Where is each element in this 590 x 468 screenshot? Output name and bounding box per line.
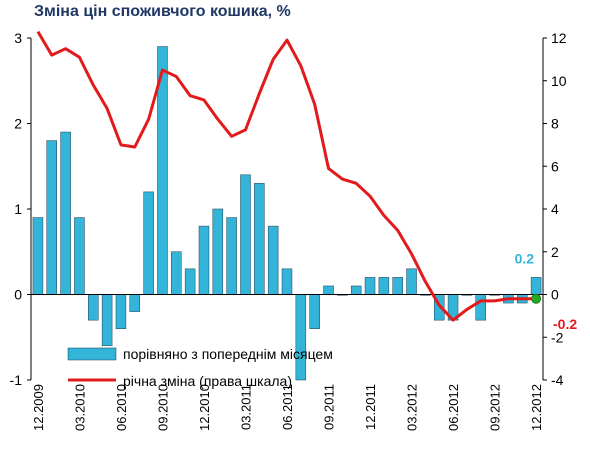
x-tick-label: 12.2012 xyxy=(529,384,544,431)
bar xyxy=(475,294,486,321)
x-axis-ticks: 12.2009 03.2010 06.2010 09.2010 12.2010 03.20… xyxy=(31,384,544,431)
x-tick-label: 03.2011 xyxy=(238,384,253,430)
bar xyxy=(267,225,279,295)
annotation-line-value: -0.2 xyxy=(553,316,577,332)
end-point-marker xyxy=(531,293,542,304)
bar xyxy=(281,268,293,295)
right-tick-label: -2 xyxy=(551,329,564,345)
bar xyxy=(378,277,390,295)
left-tick-label: 1 xyxy=(14,201,22,217)
left-axis-ticks: -1 0 1 2 3 xyxy=(10,30,31,388)
bar xyxy=(406,268,417,295)
x-tick-label: 09.2012 xyxy=(488,384,503,431)
bar xyxy=(240,174,251,295)
bar xyxy=(143,191,154,295)
bar xyxy=(88,294,99,321)
annotations: 0.2 -0.2 xyxy=(515,250,578,331)
bar xyxy=(295,294,307,381)
bar xyxy=(254,183,265,295)
right-tick-label: 12 xyxy=(551,30,567,46)
bar xyxy=(101,294,113,347)
bar xyxy=(323,285,334,295)
bar xyxy=(212,208,224,295)
bar xyxy=(115,294,127,329)
right-tick-label: 6 xyxy=(551,158,559,174)
bar xyxy=(350,285,362,295)
bar xyxy=(364,277,376,295)
bar xyxy=(74,217,85,295)
right-tick-label: -4 xyxy=(551,372,564,388)
bar xyxy=(198,225,210,295)
x-tick-label: 09.2010 xyxy=(155,384,170,431)
x-tick-label: 06.2010 xyxy=(114,384,129,431)
legend-label-bar: порівняно з попереднім місяцем xyxy=(123,346,333,362)
left-tick-label: 2 xyxy=(14,116,22,132)
bar xyxy=(226,217,237,295)
bar xyxy=(46,140,57,295)
x-tick-label: 12.2009 xyxy=(31,384,46,431)
legend: порівняно з попереднім місяцем річна змін… xyxy=(67,346,333,389)
annual-change-line xyxy=(36,30,537,322)
x-tick-label: 03.2010 xyxy=(72,384,87,431)
x-tick-label: 09.2011 xyxy=(322,384,337,430)
right-tick-label: 8 xyxy=(551,116,559,132)
bar xyxy=(309,294,320,329)
legend-swatch-bar xyxy=(67,347,117,361)
x-tick-label: 12.2010 xyxy=(197,384,212,431)
x-tick-label: 03.2012 xyxy=(405,384,420,431)
bar xyxy=(129,294,141,312)
bar xyxy=(530,277,542,295)
bar xyxy=(32,217,44,295)
left-tick-label: -1 xyxy=(10,372,23,388)
x-tick-label: 06.2011 xyxy=(280,384,295,430)
line-series xyxy=(36,30,542,322)
right-tick-label: 2 xyxy=(551,244,559,260)
annotation-bar-value: 0.2 xyxy=(515,250,535,266)
bar xyxy=(60,131,71,295)
right-axis-ticks: -4 -2 0 2 4 6 8 10 12 xyxy=(543,30,567,388)
left-tick-label: 0 xyxy=(14,287,22,303)
right-tick-label: 4 xyxy=(551,201,559,217)
right-tick-label: 0 xyxy=(551,287,559,303)
bar xyxy=(171,251,182,295)
chart-title: Зміна цін споживчого кошика, % xyxy=(34,3,291,20)
bar xyxy=(392,277,403,295)
x-tick-label: 06.2012 xyxy=(446,384,461,431)
right-tick-label: 10 xyxy=(551,73,567,89)
bar-series xyxy=(32,46,542,381)
left-tick-label: 3 xyxy=(14,30,22,46)
x-tick-label: 12.2011 xyxy=(363,384,378,430)
bar xyxy=(184,268,196,295)
legend-label-line: річна зміна (права шкала) xyxy=(123,373,292,389)
